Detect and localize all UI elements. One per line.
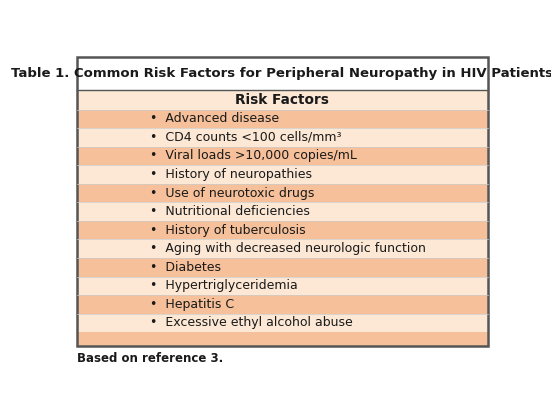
Text: Table 1. Common Risk Factors for Peripheral Neuropathy in HIV Patients: Table 1. Common Risk Factors for Periphe… [12,67,551,80]
Text: •  Hepatitis C: • Hepatitis C [150,298,234,311]
Text: •  Diabetes: • Diabetes [150,261,222,274]
Bar [77,109,488,128]
Text: •  Advanced disease: • Advanced disease [150,112,279,126]
Bar [77,240,488,258]
Bar [77,332,488,346]
Bar [77,90,488,109]
Bar [77,295,488,313]
Text: •  Use of neurotoxic drugs: • Use of neurotoxic drugs [150,187,315,199]
Text: •  Hypertriglyceridemia: • Hypertriglyceridemia [150,279,298,292]
Bar [77,221,488,240]
Bar [77,147,488,165]
Text: •  Nutritional deficiencies: • Nutritional deficiencies [150,205,310,218]
Bar [77,258,488,277]
Bar [77,202,488,221]
Text: •  Aging with decreased neurologic function: • Aging with decreased neurologic functi… [150,242,426,255]
Text: •  History of neuropathies: • History of neuropathies [150,168,312,181]
Bar [77,277,488,295]
Text: •  CD4 counts <100 cells/mm³: • CD4 counts <100 cells/mm³ [150,131,342,144]
Bar [77,57,488,346]
Text: •  History of tuberculosis: • History of tuberculosis [150,224,306,237]
Text: Risk Factors: Risk Factors [235,93,329,107]
Text: •  Excessive ethyl alcohol abuse: • Excessive ethyl alcohol abuse [150,316,353,330]
Bar [77,128,488,147]
Bar [77,313,488,332]
Text: Based on reference 3.: Based on reference 3. [77,352,223,365]
Text: •  Viral loads >10,000 copies/mL: • Viral loads >10,000 copies/mL [150,150,357,162]
Bar [77,184,488,202]
Bar [77,57,488,90]
Bar [77,165,488,184]
